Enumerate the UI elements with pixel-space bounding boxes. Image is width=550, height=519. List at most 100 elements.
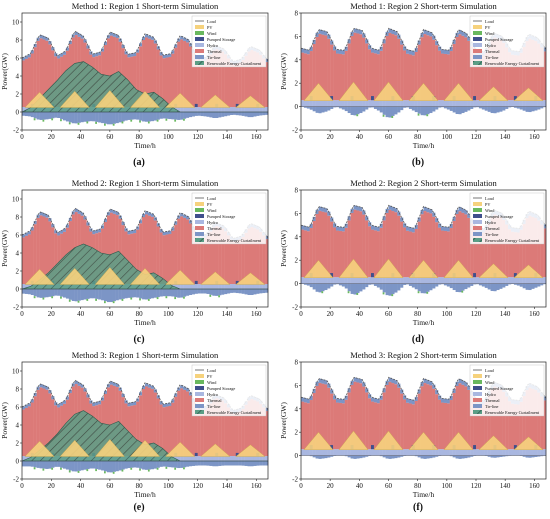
bar-tie-line-top [318,378,322,383]
legend-swatch [195,49,204,53]
bar-tie-line-export [238,289,242,294]
bar-tie-line-export [385,283,389,296]
bar-tie-line-export [101,112,105,124]
bar-hydro [209,456,213,461]
bar-tie-line-export [232,289,236,293]
bar-tie-line-export [478,283,483,286]
bar-hydro [400,449,404,456]
bar-thermal [221,400,225,457]
bar-hydro [318,277,322,284]
bar-hydro [394,100,398,107]
bar-thermal [359,34,363,101]
y-tick-label: 6 [16,232,20,240]
bar-hydro [350,100,354,107]
bar-thermal [42,216,46,285]
bar-tie-line-export [324,283,328,291]
legend-swatch [195,43,204,47]
pv-hump [373,430,404,450]
legend-label: Hydro [485,392,496,397]
bar-tie-line-export [256,289,260,294]
bar-thermal [301,401,305,450]
bar-tie-line-export [525,106,529,112]
bar-tie-line-top [33,44,37,48]
bar-thermal [147,215,152,285]
bar-pumped-storage [371,273,375,278]
bar-wind [112,471,115,474]
bar-hydro [516,100,520,107]
bar-tie-line-export [200,112,204,117]
bar-hydro [309,100,313,107]
pv-hump [165,92,196,108]
bar-thermal [403,50,407,101]
bar-hydro [519,100,523,107]
bar-tie-line-export [221,112,225,117]
bar-thermal [244,232,248,285]
x-tick-label: 60 [106,133,114,141]
bar-hydro [476,449,480,456]
bar-wind [86,121,89,124]
bar-hydro [327,277,331,284]
bar-tie-line-export [461,106,465,114]
bar-tie-line-export [22,461,26,467]
bar-tie-line-export [191,461,195,466]
bar-tie-line-export [333,106,337,108]
bar-hydro [391,100,395,107]
bar-tie-line-export [368,106,372,108]
bar-hydro [502,100,506,107]
bar-hydro [250,107,254,112]
bar-tie-line-top [461,31,465,36]
bar-hydro [194,456,198,461]
bar-tie-line-top [86,222,90,226]
bar-thermal [490,217,494,278]
y-axis-label: Power(GW) [279,230,288,267]
bar-hydro [441,100,445,107]
bar-tie-line-top [92,230,96,235]
bar-tie-line-top [464,210,468,215]
bar-tie-line-export [490,283,494,292]
bar-tie-line-export [353,283,357,295]
bar-hydro [365,449,369,456]
bar-tie-line-top [321,207,325,212]
bar-tie-line-export [215,461,219,467]
bar-tie-line-top [385,208,389,214]
bar-tie-line-top [33,393,37,397]
bar-tie-line-top [356,29,360,34]
bar-thermal [353,381,357,450]
bar-tie-line-export [221,461,225,466]
bar-thermal [505,396,509,450]
bar-thermal [490,389,494,450]
bar-hydro [458,277,462,284]
bar-tie-line-top [356,206,360,211]
bar-tie-line-top [443,49,448,54]
bar-tie-line-export [508,106,512,108]
bar-tie-line-top [341,50,345,55]
bar-hydro [250,284,254,289]
bar-thermal [333,50,337,101]
x-tick-label: 20 [48,310,56,318]
y-tick-label: 0 [16,458,20,466]
bar-thermal [414,401,418,450]
bar-wind [86,298,89,301]
bar-tie-line-top [180,385,184,389]
bar-hydro [382,449,386,456]
bar-wind [121,469,124,472]
x-tick-label: 140 [222,133,233,141]
bar-tie-line-top [438,223,442,228]
bar-tie-line-top [303,398,308,403]
bar-hydro [406,100,410,107]
bar-tie-line-export [104,112,108,124]
bar-tie-line-export [89,289,93,299]
bar-tie-line-export [543,106,547,108]
bar-thermal [371,52,375,101]
bar-tie-line-top [408,399,413,404]
bar-hydro [505,277,509,284]
bar-hydro [303,100,308,107]
bar-tie-line-top [464,382,468,387]
bar-tie-line-export [513,106,518,108]
bar-tie-line-top [327,34,331,39]
x-axis-label: Time/h [413,318,435,327]
bar-tie-line-top [336,49,340,54]
bar-tie-line-export [83,289,87,300]
x-tick-label: 20 [48,133,56,141]
